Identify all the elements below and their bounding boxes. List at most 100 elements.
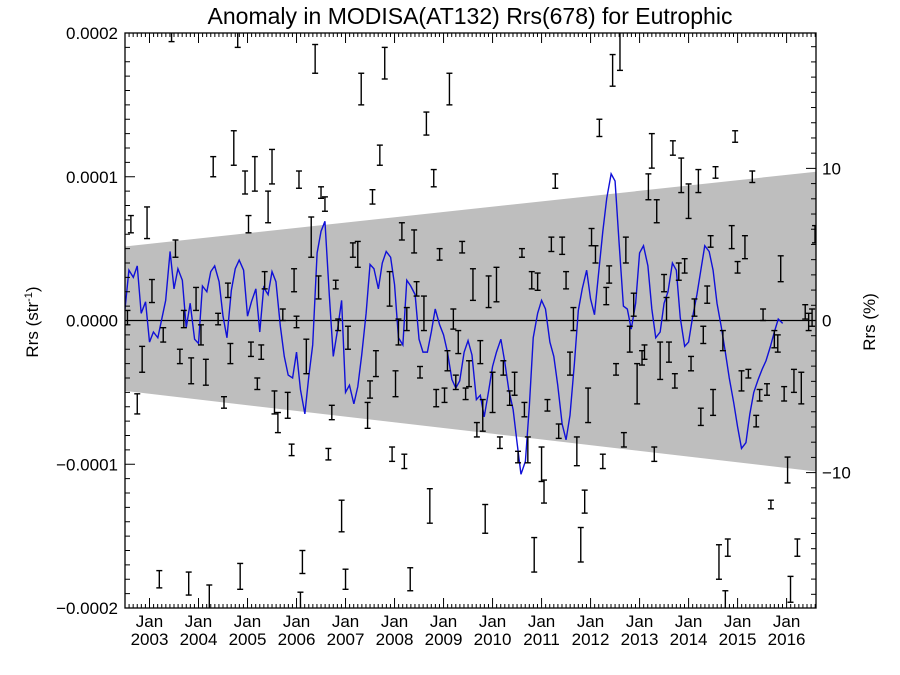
error-bar-85 [444, 349, 451, 372]
observation-error-bars [125, 33, 816, 608]
error-bar-77 [417, 365, 424, 379]
error-bar-83 [436, 247, 443, 261]
error-bar-40 [291, 268, 298, 293]
error-bar-178 [756, 388, 763, 402]
x-tick-label-year: 2005 [229, 630, 267, 649]
error-bar-185 [781, 385, 788, 402]
error-bar-142 [641, 344, 648, 361]
smoothed-anomaly-line [125, 171, 784, 475]
error-bar-172 [734, 260, 741, 274]
error-bar-38 [284, 391, 291, 419]
error-bar-158 [691, 298, 698, 317]
error-bar-113 [538, 446, 545, 483]
error-bar-35 [271, 390, 278, 415]
error-bar-118 [555, 423, 562, 440]
error-bar-151 [669, 140, 676, 156]
error-bar-28 [247, 341, 254, 358]
error-bar-93 [469, 268, 476, 302]
x-tick-label-year: 2012 [572, 630, 610, 649]
y-tick-label: 0.0002 [66, 24, 118, 43]
error-bar-112 [534, 272, 541, 292]
error-bar-175 [745, 368, 752, 379]
error-bar-30 [254, 377, 261, 391]
error-bar-44 [299, 549, 306, 575]
error-bar-63 [369, 188, 376, 205]
error-bar-152 [671, 372, 678, 389]
error-bar-122 [570, 306, 577, 332]
x-tick-label-month: Jan [136, 612, 163, 631]
error-bar-95 [477, 339, 484, 365]
error-bar-144 [648, 132, 655, 169]
error-bar-79 [423, 111, 430, 136]
error-bar-181 [767, 499, 774, 510]
error-bar-81 [430, 168, 437, 188]
y2-axis-title: Rrs (%) [860, 293, 879, 351]
error-bar-52 [328, 404, 335, 421]
error-bar-117 [552, 173, 559, 189]
error-bar-106 [515, 450, 522, 464]
x-tick-label-month: Jan [381, 612, 408, 631]
x-tick-label-year: 2010 [474, 630, 512, 649]
error-bar-70 [395, 318, 402, 346]
error-bar-57 [344, 325, 351, 350]
error-bar-25 [237, 562, 244, 591]
error-bar-176 [749, 170, 756, 184]
error-bar-162 [704, 285, 711, 304]
error-bar-42 [295, 170, 302, 189]
error-bar-69 [392, 370, 399, 398]
y-tick-label: 0.0001 [66, 168, 118, 187]
error-bar-105 [511, 371, 518, 396]
error-bar-116 [548, 236, 555, 253]
y2-tick-label: −10 [822, 464, 851, 483]
error-bar-88 [452, 374, 459, 391]
error-bar-134 [613, 362, 620, 376]
error-bar-94 [473, 421, 480, 438]
error-bar-101 [496, 436, 503, 450]
x-tick-label-month: Jan [430, 612, 457, 631]
error-bar-20 [220, 395, 227, 409]
error-bar-107 [518, 247, 525, 258]
y2-tick-label: 0 [822, 312, 831, 331]
error-bar-3 [139, 345, 146, 373]
x-tick-label-month: Jan [332, 612, 359, 631]
error-bar-119 [559, 236, 566, 256]
error-bar-1 [127, 214, 134, 234]
error-bar-177 [753, 414, 760, 428]
error-bar-68 [389, 446, 396, 463]
error-bar-23 [230, 130, 237, 166]
error-bar-125 [581, 489, 588, 514]
x-tick-label-year: 2006 [278, 630, 316, 649]
y-tick-label: 0.0000 [66, 312, 118, 331]
error-bar-67 [386, 270, 393, 307]
x-axis-ticks: Jan2003Jan2004Jan2005Jan2006Jan2007Jan20… [124, 33, 816, 649]
chart-title: Anomaly in MODISA(AT132) Rrs(678) for Eu… [208, 3, 733, 29]
error-bar-34 [269, 148, 276, 185]
error-bar-9 [172, 239, 179, 258]
error-bar-188 [790, 368, 797, 394]
error-bar-104 [506, 390, 513, 407]
error-bar-120 [563, 270, 570, 290]
error-bar-187 [787, 575, 794, 603]
y-tick-label: −0.0002 [56, 599, 118, 618]
error-bar-154 [678, 157, 685, 194]
error-bar-32 [261, 270, 268, 290]
error-bar-159 [695, 168, 702, 194]
error-bar-24 [234, 33, 241, 49]
error-bar-45 [303, 338, 310, 375]
error-bar-143 [645, 173, 652, 201]
x-tick-label-year: 2011 [523, 630, 560, 649]
error-bar-133 [609, 53, 616, 87]
x-tick-label-month: Jan [185, 612, 212, 631]
error-bar-48 [315, 275, 322, 300]
error-bar-4 [144, 206, 151, 240]
error-bar-64 [372, 349, 379, 378]
error-bar-62 [367, 380, 374, 399]
error-bar-147 [657, 341, 664, 381]
error-bar-90 [459, 240, 466, 254]
y-axis-title: Rrs (str-1) [23, 286, 42, 357]
error-bar-110 [528, 270, 535, 290]
error-bar-148 [661, 273, 668, 293]
x-tick-label-month: Jan [724, 612, 751, 631]
error-bar-46 [308, 216, 315, 258]
error-bar-123 [573, 436, 580, 467]
